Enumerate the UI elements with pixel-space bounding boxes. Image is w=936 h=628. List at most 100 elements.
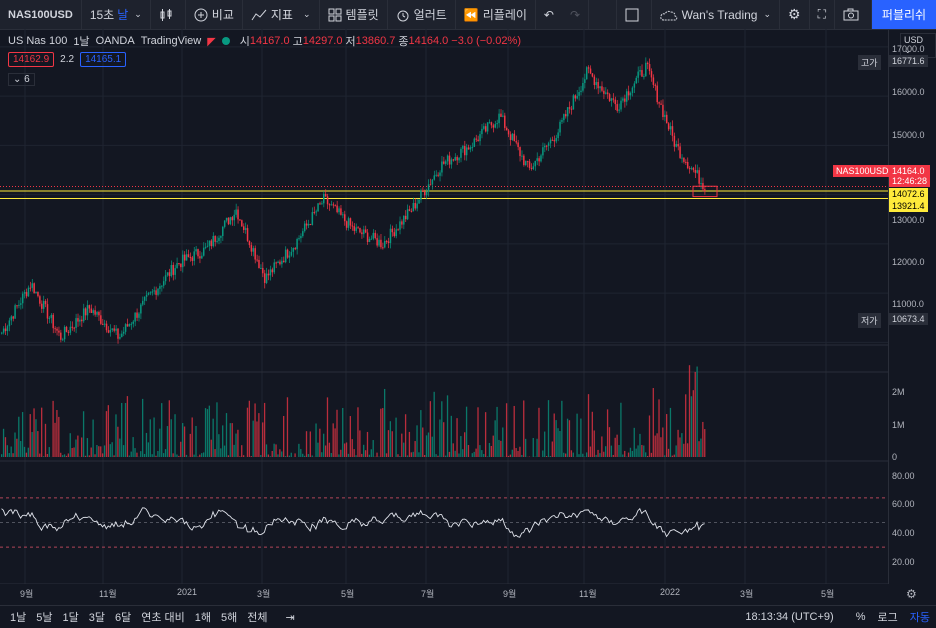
volume-bar	[184, 427, 185, 457]
candle	[550, 140, 552, 144]
candle	[30, 288, 32, 289]
candle	[512, 134, 514, 140]
volume-bar	[117, 427, 118, 457]
price-axis-label: 15000.0	[892, 130, 925, 140]
chevron-down-icon: ⌄	[303, 9, 311, 20]
candle	[294, 248, 296, 249]
candle	[542, 147, 544, 155]
indicators-button[interactable]: 지표⌄	[243, 0, 320, 29]
candle	[73, 328, 75, 329]
volume-bar	[630, 448, 631, 457]
undo-button[interactable]: ↶	[536, 0, 562, 29]
sell-button[interactable]: 14162.9	[8, 52, 54, 67]
compare-button[interactable]: 비교	[186, 0, 243, 29]
fullscreen-button[interactable]: ⛶	[810, 0, 835, 29]
volume-bar	[599, 453, 600, 457]
time-axis-label: 5월	[821, 587, 834, 600]
collapse-indicators-button[interactable]: ⌄ 6	[8, 73, 35, 86]
candle	[571, 109, 573, 110]
candle	[266, 274, 268, 283]
candle	[348, 218, 350, 228]
volume-bar	[125, 403, 126, 457]
chart-type-button[interactable]	[151, 0, 186, 29]
alerts-button[interactable]: 얼러트	[388, 0, 456, 29]
candle	[420, 191, 422, 200]
date-range-icon[interactable]: ⇥	[281, 611, 300, 624]
range-ytd[interactable]: 연초 대비	[136, 609, 190, 625]
candle	[426, 191, 428, 195]
candle	[592, 73, 594, 76]
range-1d[interactable]: 1날	[0, 609, 31, 625]
candle	[228, 218, 230, 224]
volume-bar	[9, 453, 10, 457]
snapshot-button[interactable]	[835, 0, 872, 29]
volume-bar	[28, 448, 29, 457]
range-1m[interactable]: 1달	[58, 609, 84, 625]
candle	[11, 316, 13, 320]
candle	[132, 322, 134, 324]
redo-button[interactable]: ↷	[562, 0, 589, 29]
volume-bar	[597, 450, 598, 457]
candle	[590, 69, 592, 74]
candle	[45, 301, 47, 304]
symbol-search[interactable]: NAS100USD	[0, 0, 82, 29]
templates-button[interactable]: 템플릿	[320, 0, 388, 29]
clock[interactable]: 18:13:34 (UTC+9)	[739, 611, 839, 623]
candle	[327, 196, 329, 204]
volume-bar	[632, 451, 633, 457]
symbol-label: NAS100USD	[8, 9, 73, 21]
buy-button[interactable]: 14165.1	[80, 52, 126, 67]
log-toggle[interactable]: 로그	[872, 609, 904, 625]
replay-button[interactable]: ⏪리플레이	[456, 0, 536, 29]
volume-bar	[409, 432, 410, 457]
range-all[interactable]: 전체	[242, 609, 272, 625]
range-5y[interactable]: 5해	[216, 609, 242, 625]
range-5d[interactable]: 5날	[31, 609, 57, 625]
percent-toggle[interactable]: %	[850, 611, 872, 623]
range-1y[interactable]: 1해	[190, 609, 216, 625]
volume-bar	[85, 456, 86, 457]
time-axis-label: 11월	[579, 587, 597, 600]
volume-bar	[70, 433, 71, 457]
candles-icon	[159, 8, 173, 22]
settings-button[interactable]: ⚙	[780, 0, 810, 29]
candle	[405, 216, 407, 219]
range-6m[interactable]: 6달	[110, 609, 136, 625]
candle	[432, 180, 434, 185]
volume-bar	[399, 456, 400, 457]
volume-bar	[628, 453, 629, 457]
candle	[346, 221, 348, 228]
candle	[445, 161, 447, 164]
candle	[517, 142, 519, 147]
candle	[645, 63, 647, 76]
candle	[395, 229, 397, 236]
volume-bar	[386, 453, 387, 457]
volume-bar	[662, 427, 663, 457]
volume-bar	[636, 449, 637, 457]
chevron-down-icon: ⌄	[134, 9, 142, 20]
price-chart[interactable]	[0, 29, 888, 584]
candle	[430, 184, 432, 185]
volume-bar	[538, 408, 539, 457]
fullscreen-layout-button[interactable]	[616, 0, 652, 29]
candle	[272, 269, 274, 272]
auto-toggle[interactable]: 자동	[904, 609, 936, 625]
candle	[588, 67, 590, 68]
volume-bar	[96, 445, 97, 457]
volume-bar	[373, 440, 374, 457]
line2-tag: 13921.4	[889, 200, 928, 212]
layout-menu-button[interactable]: Wan's Trading⌄	[652, 0, 780, 29]
volume-bar	[674, 455, 675, 457]
volume-bar	[233, 445, 234, 457]
axis-settings-icon[interactable]: ⚙	[906, 587, 917, 601]
volume-bar	[603, 452, 604, 457]
candle	[336, 206, 338, 213]
volume-bar	[134, 448, 135, 457]
replay-label: 리플레이	[483, 6, 527, 23]
range-3m[interactable]: 3달	[84, 609, 110, 625]
volume-bar	[449, 452, 450, 457]
redo-icon: ↷	[570, 8, 580, 22]
publish-button[interactable]: 퍼블리쉬	[872, 0, 936, 29]
volume-bar	[201, 453, 202, 457]
